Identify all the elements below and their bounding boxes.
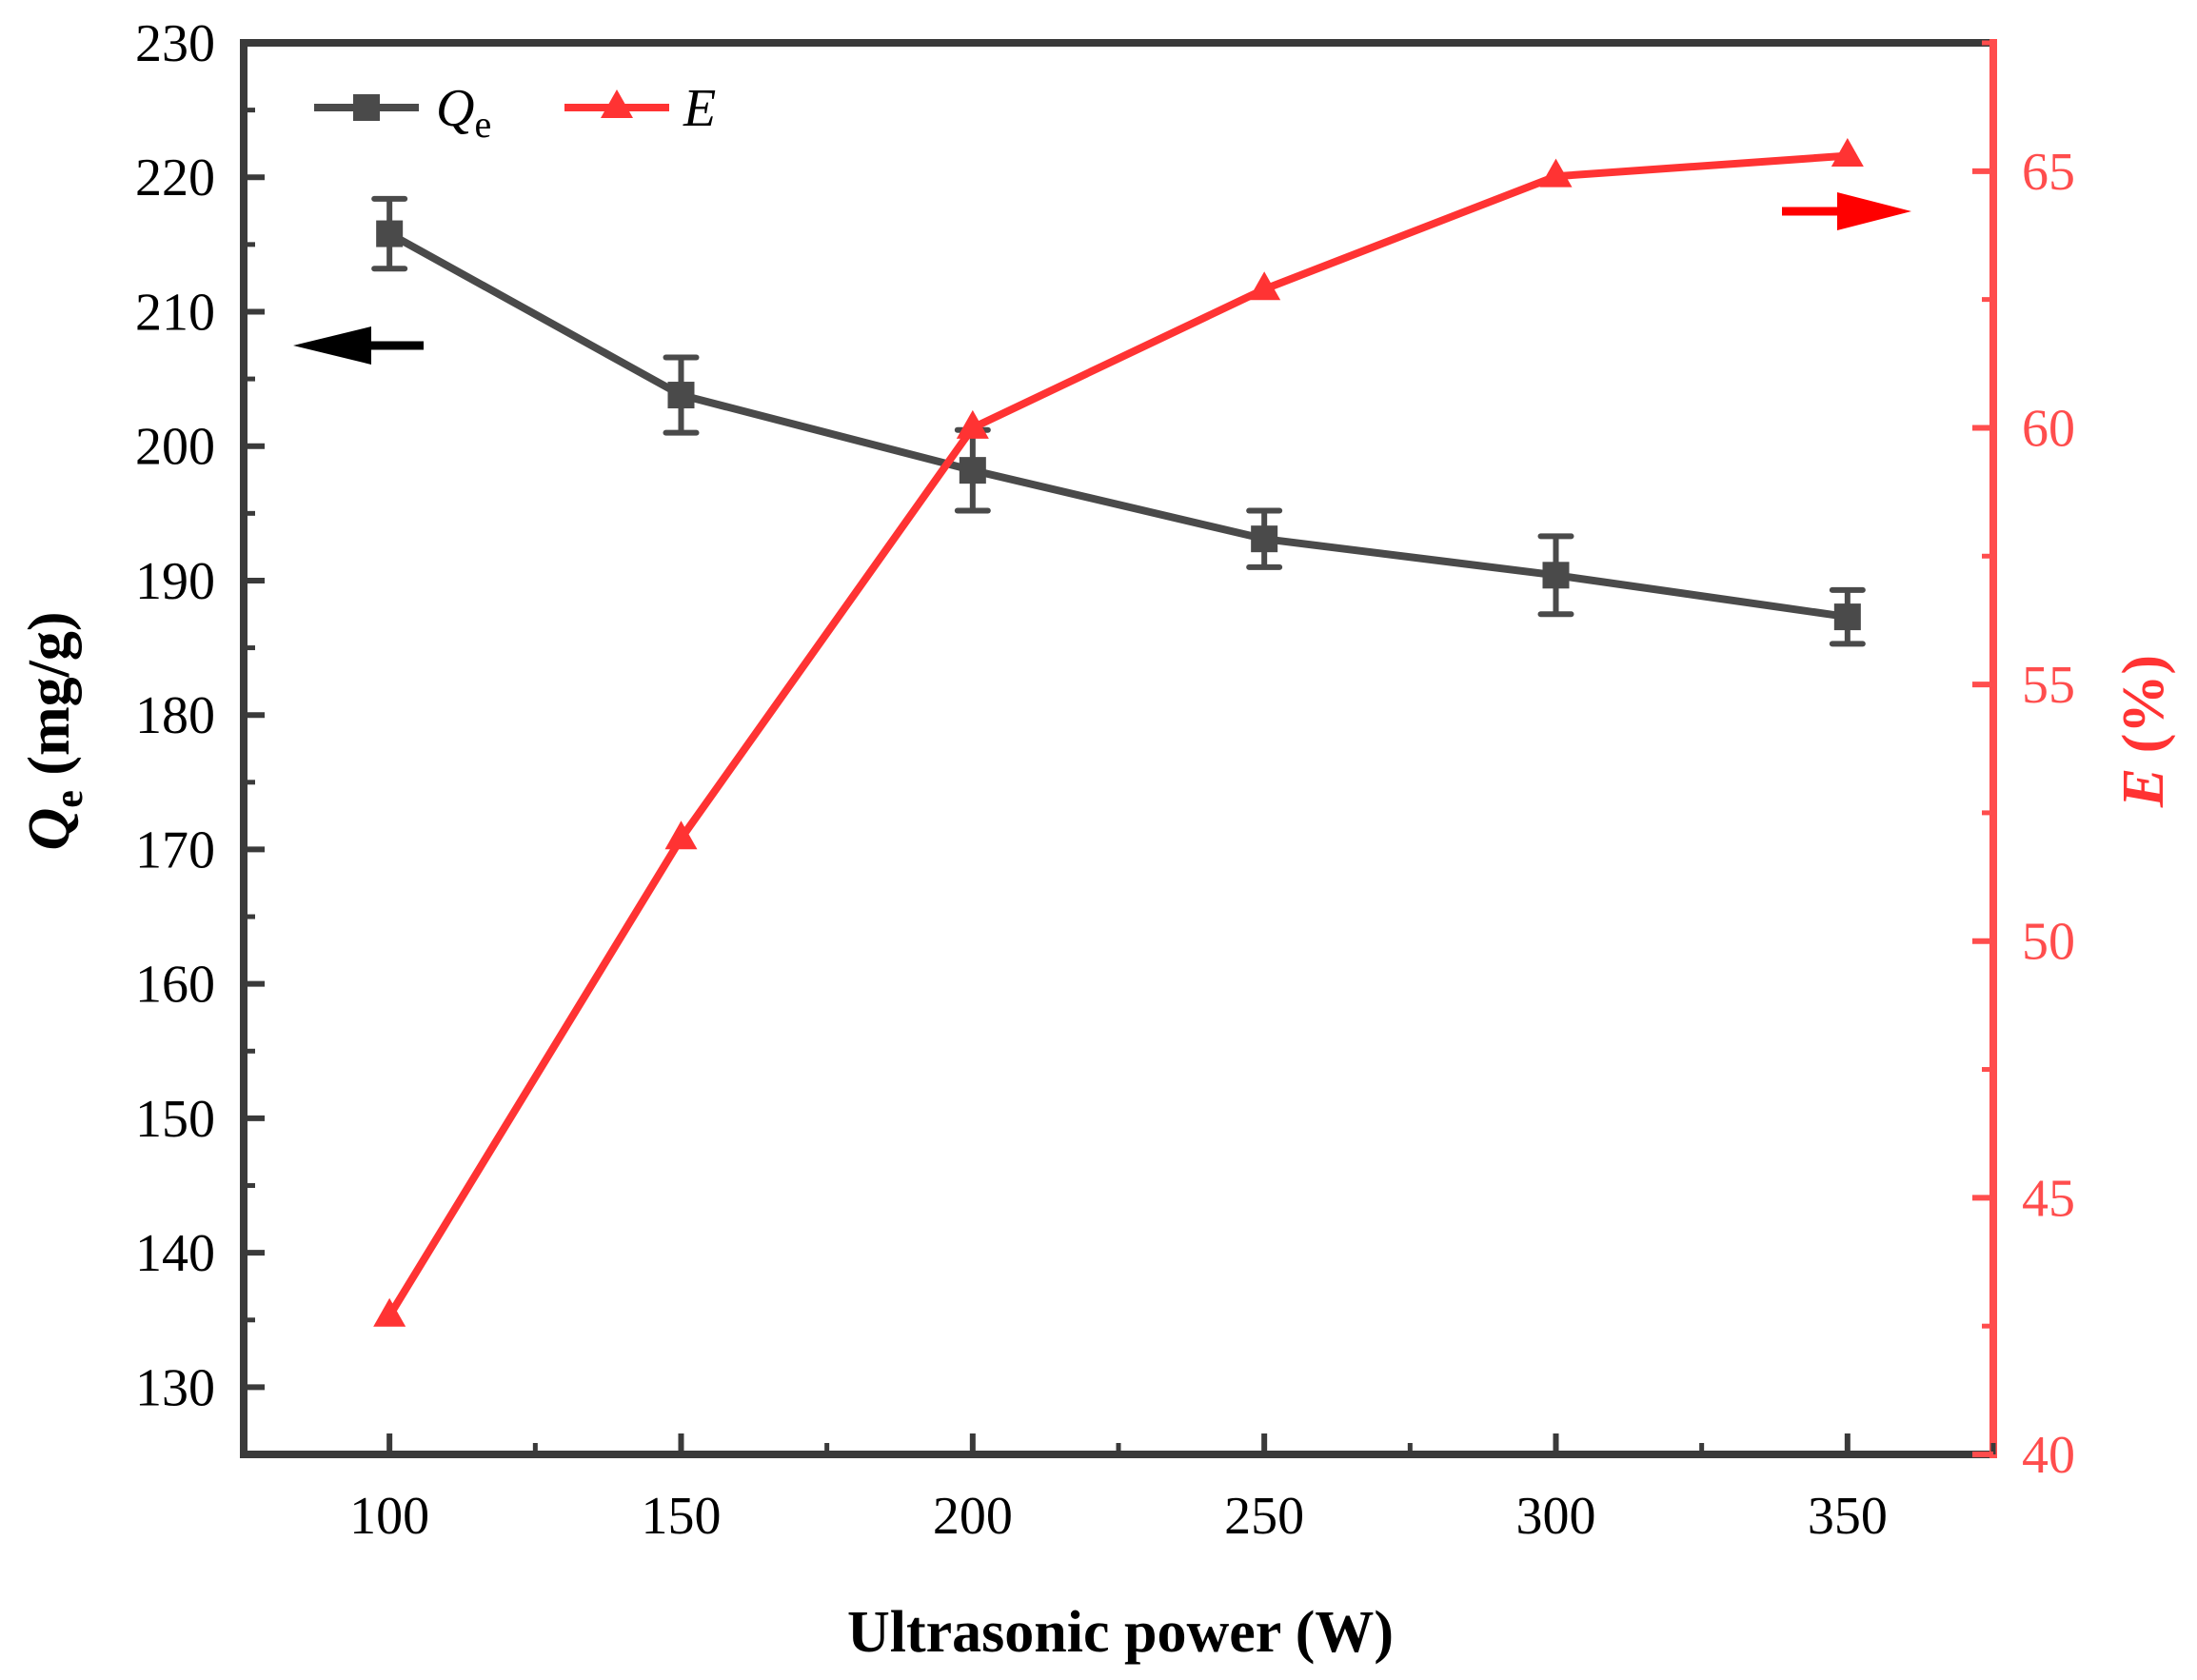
- plot-area-border: [240, 39, 1997, 1458]
- left-y-tick-label: 210: [135, 283, 215, 342]
- legend-marker-square: [353, 94, 380, 121]
- right-axis-arrow-head: [1837, 192, 1911, 230]
- data-point-triangle: [1831, 138, 1864, 168]
- data-point-square: [959, 457, 986, 484]
- legend-label-series-2: E: [683, 79, 716, 138]
- data-point-triangle: [1539, 158, 1573, 188]
- right-y-tick-label: 40: [2022, 1426, 2075, 1485]
- legend-label-series-1-sub: e: [474, 103, 491, 146]
- right-y-axis-title: E (%): [2111, 655, 2176, 808]
- left-y-tick-label: 200: [135, 418, 215, 477]
- data-point-triangle: [1248, 271, 1281, 301]
- series-layer: [371, 138, 1866, 1327]
- left-y-tick-label: 140: [135, 1224, 215, 1283]
- right-y-axis-title-main: E: [2111, 768, 2176, 808]
- right-y-tick-label: 55: [2022, 656, 2075, 715]
- legend: Qe E: [314, 79, 716, 146]
- right-y-axis-title-rest: (%): [2111, 655, 2176, 768]
- left-y-axis-title: Qe (mg/g): [17, 611, 91, 850]
- legend-label-series-1-main: Q: [436, 79, 474, 138]
- left-y-tick-label: 230: [135, 14, 215, 73]
- right-y-tick-label: 65: [2022, 143, 2075, 202]
- right-y-tick-label: 50: [2022, 913, 2075, 972]
- right-y-tick-label: 60: [2022, 399, 2075, 458]
- left-y-tick-label: 160: [135, 956, 215, 1015]
- left-y-tick-label: 130: [135, 1358, 215, 1417]
- left-y-axis-title-rest: (mg/g): [17, 611, 82, 790]
- left-y-tick-label: 220: [135, 148, 215, 208]
- left-y-axis-title-sub: e: [48, 790, 91, 808]
- series-2-line: [386, 151, 1849, 1318]
- left-y-tick-label: 170: [135, 820, 215, 880]
- x-tick-label: 200: [933, 1487, 1013, 1546]
- data-point-square: [376, 220, 404, 247]
- data-point-square: [1542, 562, 1570, 589]
- legend-marker-triangle: [601, 89, 633, 118]
- left-y-tick-label: 150: [135, 1090, 215, 1149]
- data-point-triangle: [956, 409, 989, 439]
- plot-frame: [240, 39, 1997, 1458]
- x-tick-label: 250: [1224, 1487, 1304, 1546]
- left-axis-arrow-head: [293, 326, 371, 365]
- right-y-axis-ticks: 40 45 50 55 60 65: [1972, 40, 2075, 1485]
- x-tick-label: 300: [1516, 1487, 1596, 1546]
- data-point-triangle: [664, 820, 698, 850]
- data-point-square: [1251, 525, 1278, 553]
- left-y-tick-label: 190: [135, 552, 215, 611]
- x-axis-title: Ultrasonic power (W): [847, 1600, 1394, 1665]
- data-point-square: [1833, 603, 1861, 631]
- left-y-axis-title-main: Q: [17, 808, 82, 851]
- left-y-axis-ticks: 130 140 150 160 170 180 190 200 210 220 230: [135, 14, 265, 1417]
- data-point-triangle: [373, 1297, 406, 1327]
- series-1-line: [387, 230, 1849, 622]
- right-y-tick-label: 45: [2022, 1169, 2075, 1228]
- axis-arrows: [293, 192, 1911, 365]
- left-y-tick-label: 180: [135, 686, 215, 745]
- legend-label-series-1: Qe: [436, 79, 491, 146]
- data-point-square: [667, 382, 695, 409]
- x-tick-label: 350: [1808, 1487, 1888, 1546]
- x-tick-label: 150: [642, 1487, 722, 1546]
- x-tick-label: 100: [349, 1487, 429, 1546]
- x-axis-ticks: 100 150 200 250 300 350: [349, 1433, 1996, 1546]
